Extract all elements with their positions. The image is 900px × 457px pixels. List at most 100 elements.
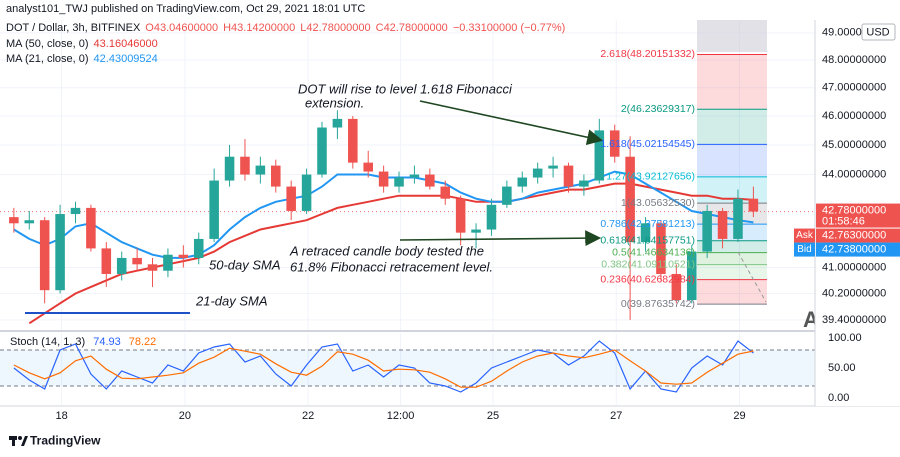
ask-price: 42.76300000	[822, 229, 886, 241]
y-tick-label: 40.20000000	[822, 287, 886, 299]
legend-name: MA (21, close, 0)	[6, 53, 89, 65]
annotation: A retraced candle body tested the	[289, 243, 484, 258]
candle-body	[224, 156, 235, 181]
currency-box	[861, 23, 896, 41]
candle-body	[394, 177, 404, 187]
fib-band	[697, 264, 767, 280]
publish-line: analyst101_TWJ published on TradingView.…	[6, 3, 365, 15]
ask-name: Ask	[796, 230, 814, 241]
fib-label: 2.618(48.20151332)	[600, 48, 695, 60]
y-tick-label: 48.00000000	[822, 54, 886, 66]
arrow	[399, 230, 602, 247]
publish-text: analyst101_TWJ published on TradingView.…	[6, 3, 366, 15]
stoch-value: 74.93	[93, 336, 121, 348]
y-tick-label: 44.00000000	[822, 168, 886, 180]
grid	[0, 20, 815, 405]
candle-body	[132, 257, 142, 265]
x-tick-label: 18	[56, 410, 68, 422]
candle-body	[425, 174, 435, 187]
fib-label: 0.786(42.37581213)	[600, 218, 695, 230]
candle-body	[686, 251, 697, 301]
candle-body	[702, 210, 712, 252]
candle-body	[609, 130, 620, 157]
fib-label: 0.618(41.84157751)	[600, 235, 695, 247]
fib-label: 1(43.05632530)	[621, 197, 695, 209]
candle-body	[332, 118, 343, 128]
candle-body	[748, 198, 759, 212]
stoch-line	[13, 340, 754, 393]
candle-body	[409, 174, 420, 178]
annotation: 50-day SMA	[209, 257, 281, 272]
y-tick-label: 100.00	[828, 332, 862, 344]
candle-body	[178, 254, 189, 258]
candle-body	[193, 238, 204, 258]
candle-body	[363, 162, 373, 172]
fib-band	[697, 54, 767, 110]
ohlc-value: H43.14200000	[223, 22, 296, 34]
y-tick-label: 39.40000000	[822, 314, 886, 326]
last-price: 42.78000000	[822, 204, 886, 216]
candle-body	[486, 204, 497, 230]
candle-body	[86, 207, 96, 249]
y-tick-label: 41.00000000	[822, 261, 886, 273]
candle-body	[348, 118, 358, 163]
candle-body	[317, 127, 327, 175]
x-tick-label: 12:00	[387, 410, 415, 422]
fib-band	[697, 144, 767, 177]
arrow	[419, 100, 604, 146]
fib-band	[697, 252, 767, 265]
fib-label: 0.5(41.46634136)	[612, 246, 695, 258]
candle-body	[717, 210, 728, 239]
candle-body	[455, 198, 466, 233]
fib-band	[697, 240, 767, 253]
candle-body	[9, 217, 19, 224]
stoch-title: Stoch (14, 1, 3)	[10, 336, 86, 348]
y-tick-label: 45.00000000	[822, 139, 886, 151]
fib-band	[697, 109, 767, 145]
annotation: 61.8% Fibonacci retracement level.	[290, 259, 493, 274]
logo-part	[21, 436, 28, 446]
candle-body	[55, 214, 65, 291]
candle-body	[70, 207, 81, 215]
candle-body	[502, 186, 512, 205]
ma-legend-row: MA (21, close, 0) 42.43009524	[6, 53, 158, 65]
stoch-legend: Stoch (14, 1, 3) 74.93 78.22	[10, 336, 156, 348]
candle-body	[548, 165, 558, 169]
ask-tag	[794, 228, 815, 243]
stochastic	[0, 340, 815, 393]
candle-body	[440, 186, 451, 199]
logo-part	[18, 436, 22, 440]
fib-label: 0.236(40.62682984)	[600, 273, 695, 285]
candle-body	[209, 180, 219, 239]
stoch-line	[13, 347, 754, 388]
candle-body	[532, 168, 543, 178]
candle-body	[733, 198, 743, 239]
symbol-legend: DOT / Dollar, 3h, BITFINEX O43.04600000 H4…	[6, 22, 565, 34]
annotation: extension.	[305, 95, 364, 110]
candle-body	[116, 257, 127, 274]
currency: USD	[866, 26, 889, 38]
bid-name: Bid	[797, 244, 811, 255]
x-tick-label: 27	[610, 410, 622, 422]
fib-band	[697, 279, 767, 305]
fib-label: 1.618(45.02154545)	[600, 138, 695, 150]
legend-name: MA (50, close, 0)	[6, 38, 89, 50]
fib-top-band	[697, 20, 767, 52]
candle-body	[255, 165, 266, 175]
candle-body	[24, 220, 35, 224]
candle-body	[625, 156, 635, 243]
candle-body	[270, 165, 281, 187]
logo-part	[12, 436, 15, 446]
annotation: DOT will rise to level 1.618 Fibonacci	[298, 81, 513, 96]
x-tick-label: 25	[487, 410, 499, 422]
candles	[9, 110, 759, 320]
candle-body	[563, 165, 574, 187]
candle-body	[579, 180, 589, 187]
ask-box	[816, 228, 900, 243]
y-tick-label: 46.00000000	[822, 110, 886, 122]
y-tick-label: 47.00000000	[822, 82, 886, 94]
price-axis	[815, 0, 900, 406]
stoch-value: 78.22	[128, 336, 157, 348]
